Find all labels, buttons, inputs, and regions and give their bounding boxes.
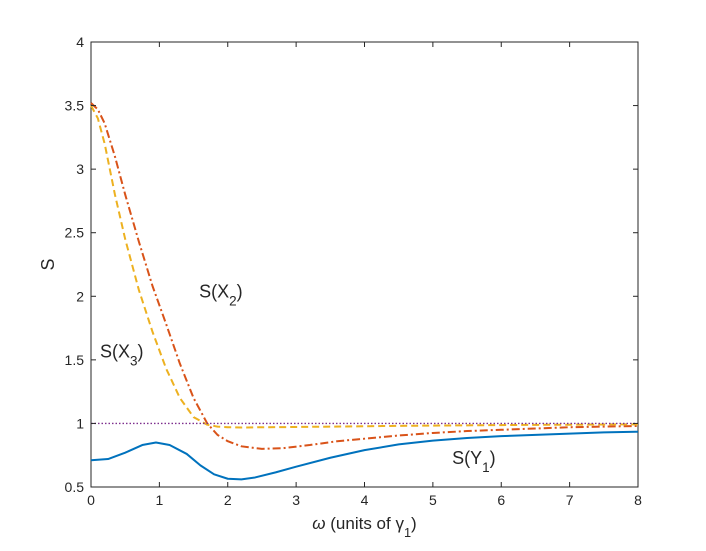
y-tick-label: 2 [76,288,84,304]
plot-area [90,41,639,488]
x-tick-label: 3 [292,492,300,508]
annotation-layer: S(X2) S(X3) S(Y1) [100,282,496,475]
y-tick-label: 3 [76,161,84,177]
x-tick-label: 8 [634,492,642,508]
y-tick-label: 0.5 [65,479,85,495]
y-tick-label: 2.5 [65,225,85,241]
y-tick-label: 1.5 [65,352,85,368]
y-axis-label: S [38,258,58,270]
x-axis-label: ω (units of γ1) [312,514,416,540]
x-tick-label: 1 [155,492,163,508]
curve-label: S(X2) [199,282,243,309]
x-tick-label: 6 [497,492,505,508]
x-tick-label: 4 [361,492,369,508]
labels-layer: ω (units of γ1) S [38,258,417,539]
x-tick-label: 7 [566,492,574,508]
ticks-layer: 0 1 2 3 4 5 6 7 8 0.5 1 1.5 2 2.5 3 3.5 4 [65,34,643,508]
y-tick-label: 4 [76,34,84,50]
axes-frame [90,41,639,488]
series-line-1 [90,430,639,481]
series-line-3 [90,105,639,429]
x-tick-label: 2 [224,492,232,508]
x-tick-label: 5 [429,492,437,508]
y-tick-label: 1 [76,415,84,431]
y-tick-label: 3.5 [65,98,85,114]
x-tick-label: 0 [87,492,95,508]
series-layer [90,102,639,481]
curve-label: S(X3) [100,341,144,368]
series-line-2 [90,102,639,450]
curve-label: S(Y1) [452,448,496,475]
